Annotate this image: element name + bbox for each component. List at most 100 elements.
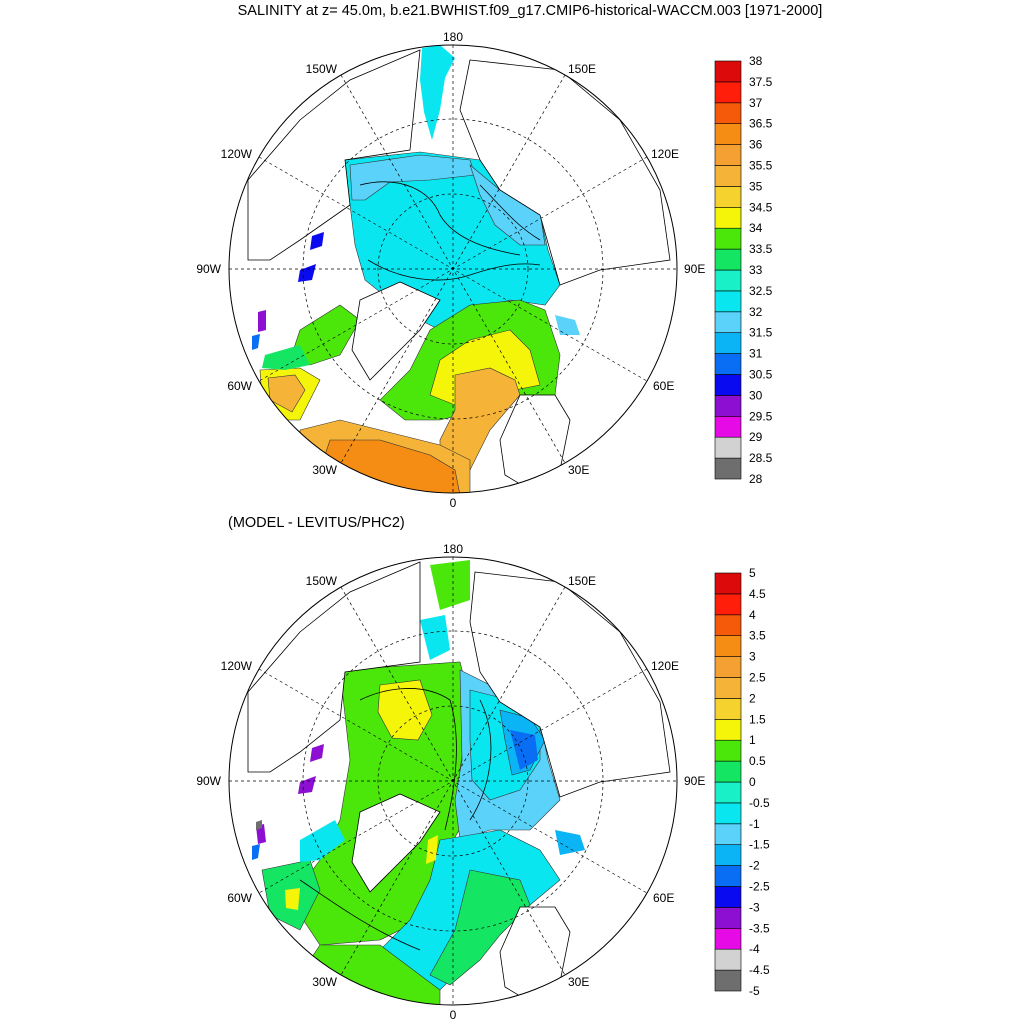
colorbar-tick-label: 35 bbox=[749, 179, 763, 193]
colorbar-tick-label: -2 bbox=[749, 859, 760, 873]
colorbar-tick-label: 29.5 bbox=[749, 409, 773, 423]
lon-label-30w: 30W bbox=[312, 975, 337, 989]
salinity-field bbox=[229, 45, 677, 493]
colorbar-swatch bbox=[714, 332, 742, 354]
colorbar-swatch bbox=[714, 698, 742, 720]
page-title: SALINITY at z= 45.0m, b.e21.BWHIST.f09_g… bbox=[237, 3, 823, 19]
colorbar-tick-label: -1.5 bbox=[749, 838, 770, 852]
colorbar-tick-label: 4.5 bbox=[749, 587, 766, 601]
colorbar-tick-label: 30 bbox=[749, 388, 763, 402]
colorbar-tick-label: 0 bbox=[749, 775, 756, 789]
lon-label-0: 0 bbox=[450, 496, 457, 510]
colorbar-swatch bbox=[714, 227, 742, 250]
difference-colorbar: -5 -4.5 -4 -3.5 -3 -2.5 -2 -1.5 -1 -0.5 0 0.5 1 1.5 2 2… bbox=[714, 566, 770, 998]
colorbar-swatch bbox=[714, 102, 742, 125]
colorbar-swatch bbox=[714, 739, 742, 762]
colorbar-tick-label: 3 bbox=[749, 650, 756, 664]
colorbar-swatch bbox=[714, 436, 742, 459]
difference-polar-map: 180 150E 120E 90E 60E 30E 0 30W 60W 90W … bbox=[196, 542, 770, 1022]
lon-label-180: 180 bbox=[443, 542, 463, 556]
colorbar-swatch bbox=[714, 886, 742, 908]
colorbar-tick-label: 32 bbox=[749, 305, 763, 319]
colorbar-tick-label: 29 bbox=[749, 430, 763, 444]
difference-map-subtitle: (MODEL - LEVITUS/PHC2) bbox=[228, 515, 405, 531]
colorbar-swatch bbox=[714, 269, 742, 292]
colorbar-swatch bbox=[714, 374, 742, 396]
colorbar-swatch bbox=[714, 760, 742, 783]
colorbar-tick-label: 35.5 bbox=[749, 159, 773, 173]
colorbar-swatch bbox=[714, 144, 742, 166]
difference-longitude-labels: 180 150E 120E 90E 60E 30E 0 30W 60W 90W … bbox=[196, 542, 705, 1022]
colorbar-tick-label: -4.5 bbox=[749, 963, 770, 977]
lon-label-150e: 150E bbox=[568, 62, 596, 76]
lon-label-60w: 60W bbox=[227, 379, 252, 393]
colorbar-swatch bbox=[714, 290, 742, 313]
colorbar-tick-label: -0.5 bbox=[749, 796, 770, 810]
lon-label-90w: 90W bbox=[196, 774, 221, 788]
lon-label-180: 180 bbox=[443, 30, 463, 44]
lon-label-0: 0 bbox=[450, 1008, 457, 1022]
colorbar-swatch bbox=[714, 207, 742, 229]
lon-label-90e: 90E bbox=[684, 262, 705, 276]
colorbar-tick-label: 28.5 bbox=[749, 451, 773, 465]
colorbar-tick-label: -5 bbox=[749, 984, 760, 998]
colorbar-swatch bbox=[714, 572, 742, 595]
colorbar-swatch bbox=[714, 311, 742, 333]
lon-label-120w: 120W bbox=[221, 659, 253, 673]
colorbar-swatch bbox=[714, 823, 742, 845]
colorbar-tick-label: 36 bbox=[749, 138, 763, 152]
colorbar-tick-label: 28 bbox=[749, 472, 763, 486]
colorbar-swatch bbox=[714, 415, 742, 438]
colorbar-tick-label: 1 bbox=[749, 733, 756, 747]
colorbar-tick-label: 33 bbox=[749, 263, 763, 277]
colorbar-tick-label: 2 bbox=[749, 691, 756, 705]
colorbar-swatch bbox=[714, 123, 742, 145]
colorbar-swatch bbox=[714, 948, 742, 971]
colorbar-swatch bbox=[714, 969, 742, 992]
lon-label-120e: 120E bbox=[651, 147, 679, 161]
lon-label-150w: 150W bbox=[306, 574, 338, 588]
lon-label-150w: 150W bbox=[306, 62, 338, 76]
salinity-colorbar: 28 28.5 29 29.5 30 30.5 31 31.5 32 32.5 33 33.5 34 34… bbox=[714, 54, 773, 486]
lon-label-150e: 150E bbox=[568, 574, 596, 588]
colorbar-tick-label: 38 bbox=[749, 54, 763, 68]
lon-label-120w: 120W bbox=[221, 147, 253, 161]
salinity-map-boundary bbox=[228, 44, 678, 494]
colorbar-swatch bbox=[714, 81, 742, 104]
colorbar-tick-label: 37 bbox=[749, 96, 763, 110]
colorbar-tick-label: -1 bbox=[749, 817, 760, 831]
colorbar-swatch bbox=[714, 656, 742, 678]
colorbar-swatch bbox=[714, 165, 742, 187]
lon-label-90e: 90E bbox=[684, 774, 705, 788]
lon-label-30w: 30W bbox=[312, 463, 337, 477]
salinity-graticule bbox=[229, 45, 677, 493]
colorbar-swatch bbox=[714, 457, 742, 480]
colorbar-swatch bbox=[714, 927, 742, 950]
colorbar-swatch bbox=[714, 614, 742, 636]
colorbar-tick-label: 34 bbox=[749, 221, 763, 235]
colorbar-swatch bbox=[714, 865, 742, 887]
colorbar-tick-label: -3 bbox=[749, 900, 760, 914]
colorbar-tick-label: 36.5 bbox=[749, 117, 773, 131]
colorbar-tick-label: 1.5 bbox=[749, 712, 766, 726]
colorbar-tick-label: 31 bbox=[749, 347, 763, 361]
salinity-longitude-labels: 180 150E 120E 90E 60E 30E 0 30W 60W 90W … bbox=[196, 30, 705, 510]
colorbar-swatch bbox=[714, 248, 742, 271]
colorbar-swatch bbox=[714, 844, 742, 866]
lon-label-60e: 60E bbox=[653, 891, 674, 905]
colorbar-tick-label: 31.5 bbox=[749, 326, 773, 340]
colorbar-tick-label: -3.5 bbox=[749, 921, 770, 935]
colorbar-swatch bbox=[714, 718, 742, 741]
colorbar-tick-label: 32.5 bbox=[749, 284, 773, 298]
colorbar-swatch bbox=[714, 186, 742, 208]
lon-label-30e: 30E bbox=[568, 463, 589, 477]
colorbar-tick-label: 4 bbox=[749, 608, 756, 622]
colorbar-tick-label: 34.5 bbox=[749, 200, 773, 214]
colorbar-tick-label: -4 bbox=[749, 942, 760, 956]
colorbar-tick-label: 2.5 bbox=[749, 671, 766, 685]
difference-map-boundary bbox=[228, 556, 678, 1006]
colorbar-swatch bbox=[714, 781, 742, 804]
colorbar-tick-label: 30.5 bbox=[749, 368, 773, 382]
colorbar-swatch bbox=[714, 60, 742, 83]
